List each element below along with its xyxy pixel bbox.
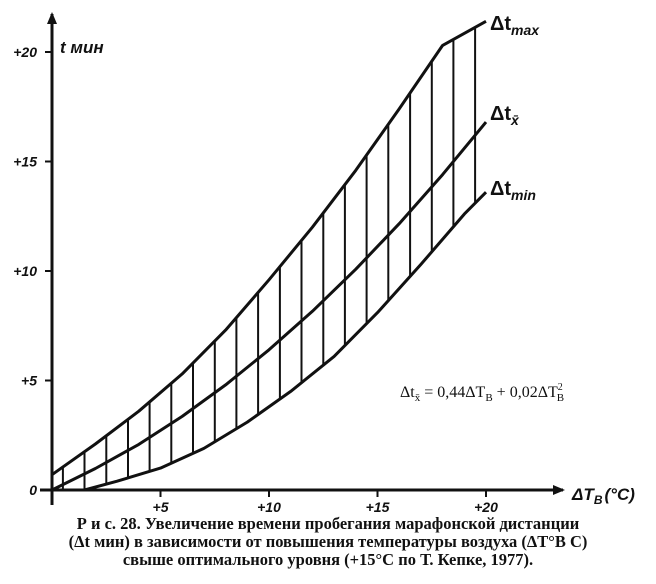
series-label-mean-sub: x̄ (510, 112, 520, 128)
formula-lhs: Δt (400, 384, 415, 401)
y-tick-label: 0 (29, 482, 37, 498)
series-label-min: Δtmin (490, 178, 536, 203)
series-min-line (84, 191, 488, 492)
series-label-max-main: Δt (490, 13, 511, 35)
x-axis-label: ΔTВ (°C) (571, 485, 635, 507)
caption-line-1: Р и с. 28. Увеличение времени пробегания… (76, 514, 580, 533)
caption-line-3: свыше оптимального уровня (+15°С по Т. К… (122, 550, 534, 569)
series-label-mean-main: Δt (490, 103, 511, 125)
formula-rhs-1-sub: В (485, 392, 492, 404)
series-label-min-main: Δt (490, 178, 511, 200)
y-tick-label: +20 (13, 44, 37, 60)
x-tick-label: +20 (474, 499, 498, 515)
figure-caption: Р и с. 28. Увеличение времени пробегания… (0, 515, 656, 569)
x-ticks: +5 +10 +15 +20 (153, 490, 498, 515)
formula-rhs-1: = 0,44ΔT (420, 384, 485, 401)
formula-lhs-sub: x̄ (415, 392, 421, 404)
y-tick-label: +10 (13, 263, 37, 279)
x-tick-label: +5 (153, 499, 169, 515)
series-label-max-sub: max (511, 22, 540, 38)
formula-rhs-2-sup: 2 (558, 382, 563, 393)
x-axis-label-main: ΔT (571, 485, 595, 504)
x-tick-label: +15 (366, 499, 390, 515)
formula-rhs-2-sub: В (557, 392, 564, 404)
series-mean-line (51, 121, 488, 492)
series-label-max: Δtmax (490, 13, 540, 38)
x-axis-label-sub: В (594, 493, 603, 507)
x-tick-label: +10 (257, 499, 281, 515)
hatch-band (61, 27, 477, 490)
x-axis-label-unit: (°C) (604, 485, 635, 504)
y-axis-label: t мин (60, 38, 104, 57)
y-ticks: 0 +5 +10 +15 +20 (13, 44, 52, 498)
caption-line-2: (Δt мин) в зависимости от повышения темп… (68, 532, 588, 551)
regression-formula: Δtx̄ = 0,44ΔTВ + 0,02ΔT2 В (400, 382, 564, 404)
series-max-line (51, 19, 487, 476)
y-tick-label: +5 (21, 373, 37, 389)
series-label-mean: Δtx̄ (490, 103, 520, 128)
series-lines (51, 19, 488, 492)
series-label-min-sub: min (511, 187, 536, 203)
formula-rhs-2: + 0,02ΔT (493, 384, 558, 401)
y-tick-label: +15 (13, 154, 37, 170)
